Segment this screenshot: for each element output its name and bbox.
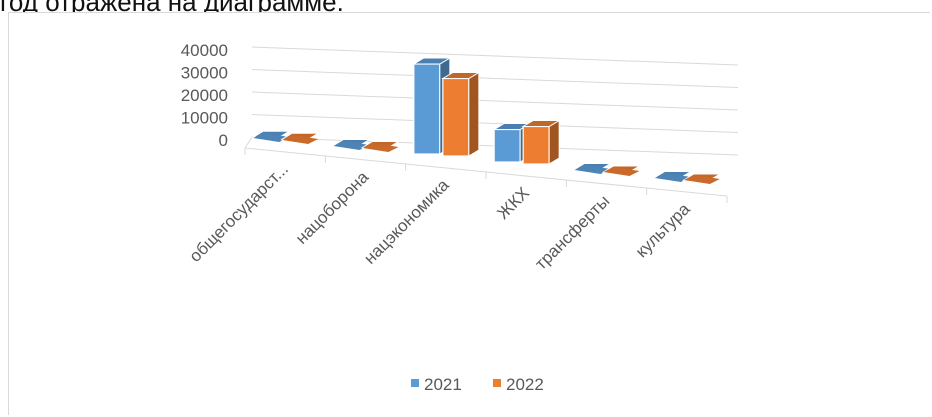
bar-flat bbox=[333, 141, 370, 150]
bar-top bbox=[441, 72, 481, 79]
y-tick-label: 20000 bbox=[181, 86, 228, 105]
bar-side bbox=[468, 71, 480, 157]
x-tick-label: культура bbox=[632, 199, 694, 261]
bar-flat bbox=[282, 135, 319, 144]
legend-label: 2021 bbox=[424, 375, 462, 394]
bar-2022-5 bbox=[682, 173, 722, 184]
bar-2022-2 bbox=[441, 71, 481, 157]
bar-2021-4 bbox=[572, 162, 613, 174]
bar-2022-4 bbox=[601, 165, 642, 176]
bar-flat bbox=[574, 165, 611, 174]
bar-2021-1 bbox=[331, 138, 372, 150]
x-tick-label: общегосударст... bbox=[186, 159, 292, 265]
legend-swatch bbox=[493, 379, 501, 387]
x-tick-label: нацоборона bbox=[292, 167, 373, 248]
x-tick-label: нацэкономика bbox=[360, 175, 453, 268]
bar-front bbox=[493, 128, 521, 163]
bar-flat bbox=[253, 133, 290, 142]
bar-side bbox=[548, 119, 560, 165]
bar-2021-0 bbox=[251, 130, 291, 142]
bar-top bbox=[412, 57, 452, 65]
y-axis-ticks: 0 10000 20000 30000 40000 bbox=[181, 41, 228, 150]
gridline bbox=[251, 114, 739, 133]
gridline bbox=[251, 91, 739, 111]
bar-flat bbox=[603, 167, 640, 176]
y-tick-label: 10000 bbox=[181, 109, 228, 128]
bar-2021-5 bbox=[653, 170, 693, 182]
bar-flat bbox=[683, 175, 720, 184]
bar-2022-0 bbox=[280, 132, 320, 144]
bar-2022-3 bbox=[521, 119, 561, 165]
legend-swatch bbox=[411, 379, 419, 387]
bar-front bbox=[522, 125, 550, 165]
legend: 2021 2022 bbox=[411, 375, 544, 394]
bars-layer bbox=[251, 57, 722, 184]
bar-2022-1 bbox=[360, 140, 401, 152]
y-tick-label: 40000 bbox=[181, 41, 228, 60]
bar-top bbox=[521, 120, 561, 127]
legend-label: 2022 bbox=[506, 375, 544, 394]
x-tick-label: ЖКХ bbox=[493, 183, 533, 223]
grid-layer bbox=[244, 46, 739, 203]
gridline bbox=[251, 46, 739, 66]
x-tick-label: трансферты bbox=[531, 191, 613, 273]
y-tick-label: 30000 bbox=[181, 64, 228, 83]
floor-left-edge bbox=[244, 136, 253, 149]
chart-frame bbox=[8, 12, 930, 415]
bar-front bbox=[442, 77, 470, 157]
gridline bbox=[251, 69, 739, 88]
bar-front bbox=[413, 63, 441, 155]
bar-flat bbox=[654, 173, 691, 182]
bar-flat bbox=[362, 143, 399, 152]
y-tick-label: 0 bbox=[219, 131, 228, 150]
